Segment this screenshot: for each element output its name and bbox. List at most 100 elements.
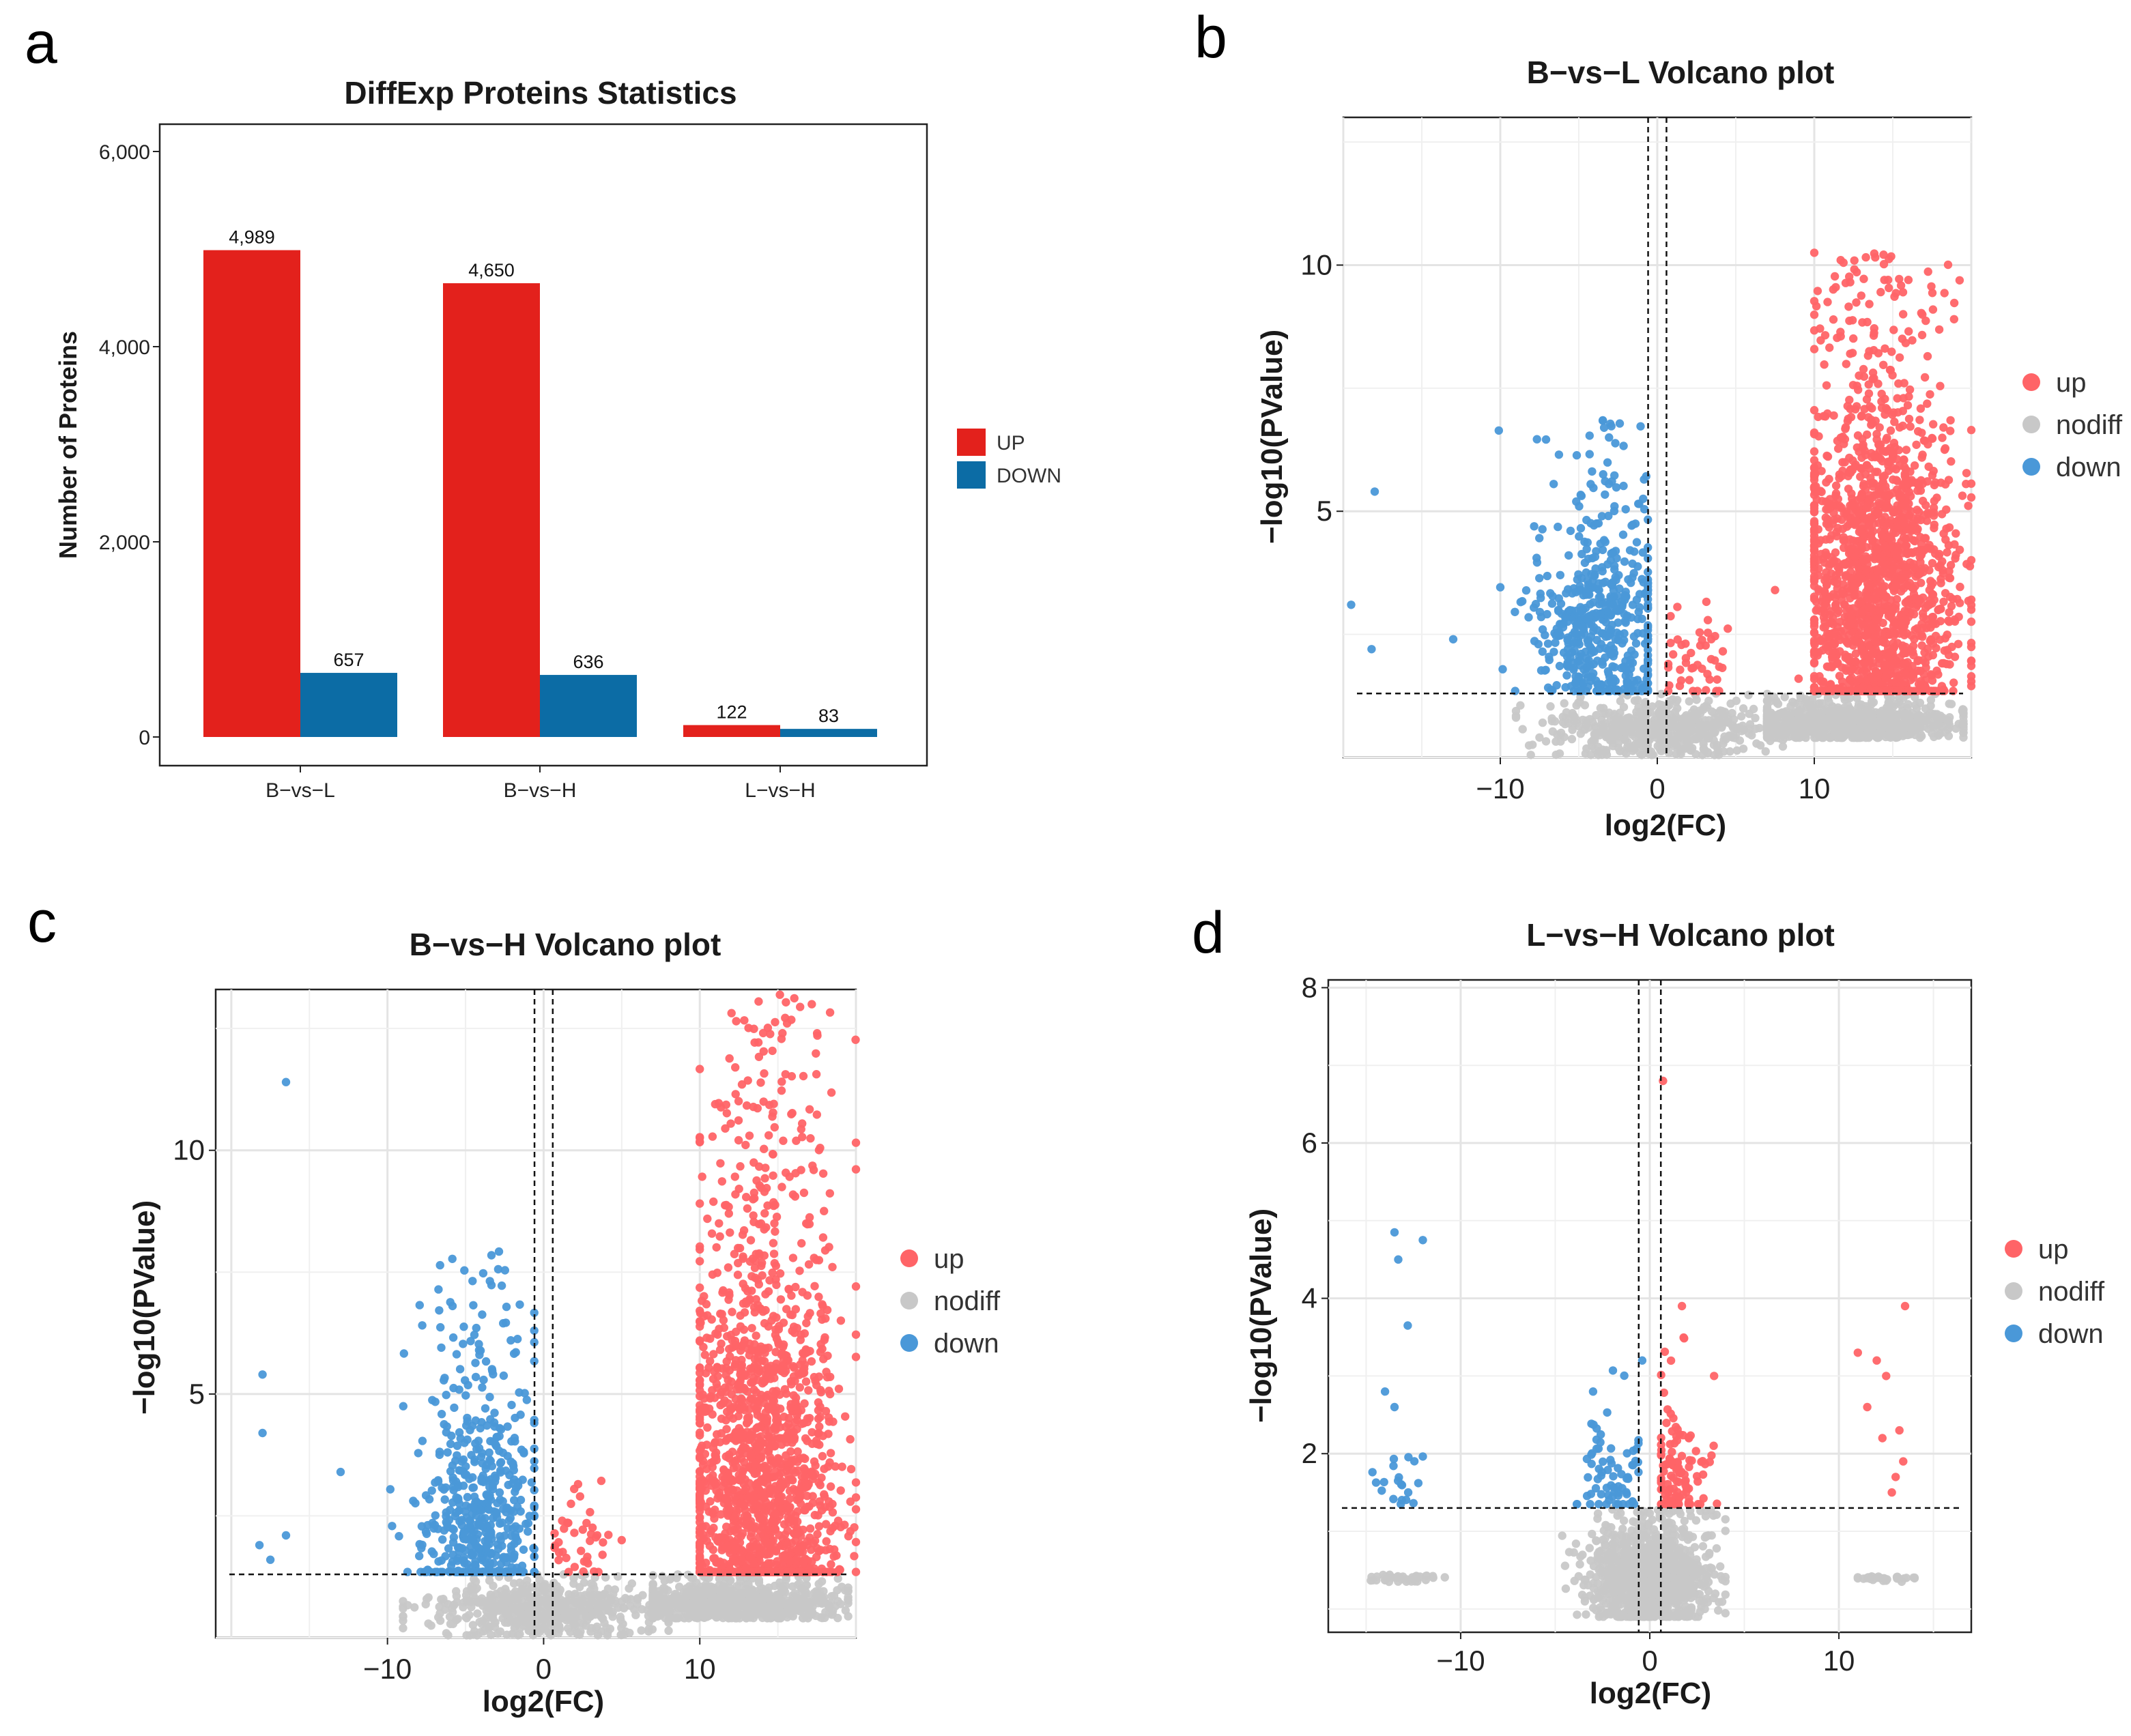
point-nodiff — [1792, 720, 1801, 729]
x-tick-label: 0 — [1649, 772, 1665, 805]
point-up — [1887, 347, 1896, 356]
point-up — [1859, 534, 1868, 542]
point-up — [1822, 381, 1831, 390]
point-nodiff — [1699, 744, 1708, 753]
point-nodiff — [666, 1575, 674, 1584]
point-nodiff — [1655, 744, 1665, 754]
point-nodiff — [1713, 743, 1721, 752]
point-up — [1794, 674, 1803, 683]
point-down — [1618, 530, 1628, 539]
point-up — [1879, 360, 1888, 369]
point-nodiff — [1524, 741, 1534, 750]
point-down — [1534, 639, 1543, 649]
point-up — [1861, 252, 1870, 262]
point-nodiff — [1551, 750, 1560, 760]
point-up — [1829, 315, 1838, 324]
point-nodiff — [700, 1613, 709, 1622]
point-down — [1577, 491, 1586, 500]
point-up — [1871, 595, 1880, 604]
point-up — [1953, 594, 1962, 604]
point-up — [1818, 679, 1827, 688]
point-nodiff — [1642, 731, 1651, 740]
point-down — [1561, 683, 1570, 692]
point-up — [1810, 310, 1819, 319]
point-down — [1595, 681, 1604, 690]
point-up — [1886, 426, 1896, 435]
point-up — [1951, 551, 1960, 560]
bar-chart-panel-a: DiffExp Proteins Statistics Number of Pr… — [54, 75, 1061, 802]
point-up — [1878, 531, 1887, 540]
panel-letter-a: a — [25, 10, 57, 76]
point-nodiff — [770, 1581, 780, 1591]
point-up — [1859, 364, 1868, 374]
point-up — [1944, 616, 1953, 625]
point-down — [1627, 613, 1636, 622]
point-down — [1599, 579, 1607, 588]
point-up — [1894, 379, 1903, 388]
point-up — [1810, 575, 1819, 583]
point-down — [1606, 641, 1616, 650]
chart-title-a: DiffExp Proteins Statistics — [344, 75, 736, 111]
point-up — [1893, 547, 1902, 555]
point-nodiff — [1912, 704, 1921, 713]
point-up — [1908, 662, 1917, 671]
point-up — [1854, 599, 1863, 609]
point-up — [1887, 536, 1896, 545]
point-nodiff — [1744, 729, 1754, 738]
point-up — [1897, 493, 1906, 502]
point-up — [1926, 577, 1935, 585]
point-up — [1930, 520, 1939, 530]
y-axis-title-a: Number of Proteins — [54, 331, 82, 559]
point-down — [1531, 600, 1541, 609]
point-down — [1535, 574, 1544, 583]
point-nodiff — [1670, 708, 1680, 717]
point-up — [1825, 575, 1835, 585]
point-up — [1917, 429, 1926, 437]
point-up — [1911, 547, 1920, 556]
point-nodiff — [1590, 736, 1599, 745]
y-tick-label-a: 6,000 — [99, 141, 150, 164]
point-up — [1873, 545, 1882, 554]
point-nodiff — [1835, 721, 1844, 729]
y-tick-label: 5 — [1317, 495, 1332, 527]
point-down — [1549, 480, 1558, 489]
point-up — [1847, 518, 1856, 527]
point-down — [1562, 589, 1571, 598]
point-down — [1621, 588, 1630, 596]
point-up — [1940, 646, 1949, 655]
point-up — [1771, 585, 1779, 594]
point-down — [1541, 665, 1550, 674]
point-up — [1850, 637, 1860, 646]
point-up — [1940, 289, 1949, 298]
point-nodiff — [1719, 736, 1728, 744]
point-up — [1903, 401, 1913, 410]
point-up — [1910, 461, 1919, 470]
point-up — [1857, 412, 1866, 421]
point-up — [1822, 568, 1831, 577]
point-nodiff — [1853, 693, 1861, 703]
y-axis-title-b: −log10(PValue) — [1255, 330, 1289, 544]
point-nodiff — [709, 1586, 718, 1595]
point-down — [1572, 451, 1582, 460]
point-down — [1621, 656, 1630, 666]
point-nodiff — [838, 1582, 846, 1591]
panel-letter-b: b — [1195, 5, 1227, 70]
point-up — [1921, 501, 1930, 510]
point-down — [1561, 613, 1570, 622]
point-nodiff — [808, 1610, 817, 1619]
point-down — [1370, 487, 1379, 496]
point-nodiff — [1693, 734, 1702, 743]
point-up — [1877, 403, 1887, 412]
point-up — [1943, 260, 1953, 270]
point-up — [1900, 622, 1908, 631]
point-up — [1847, 489, 1856, 498]
point-nodiff — [1751, 714, 1760, 723]
point-nodiff — [1762, 710, 1772, 719]
point-nodiff — [1827, 733, 1835, 742]
point-up — [1724, 624, 1732, 633]
point-down — [1541, 435, 1551, 444]
point-up — [1857, 644, 1866, 653]
point-up — [1876, 553, 1886, 562]
point-nodiff — [758, 1591, 768, 1601]
